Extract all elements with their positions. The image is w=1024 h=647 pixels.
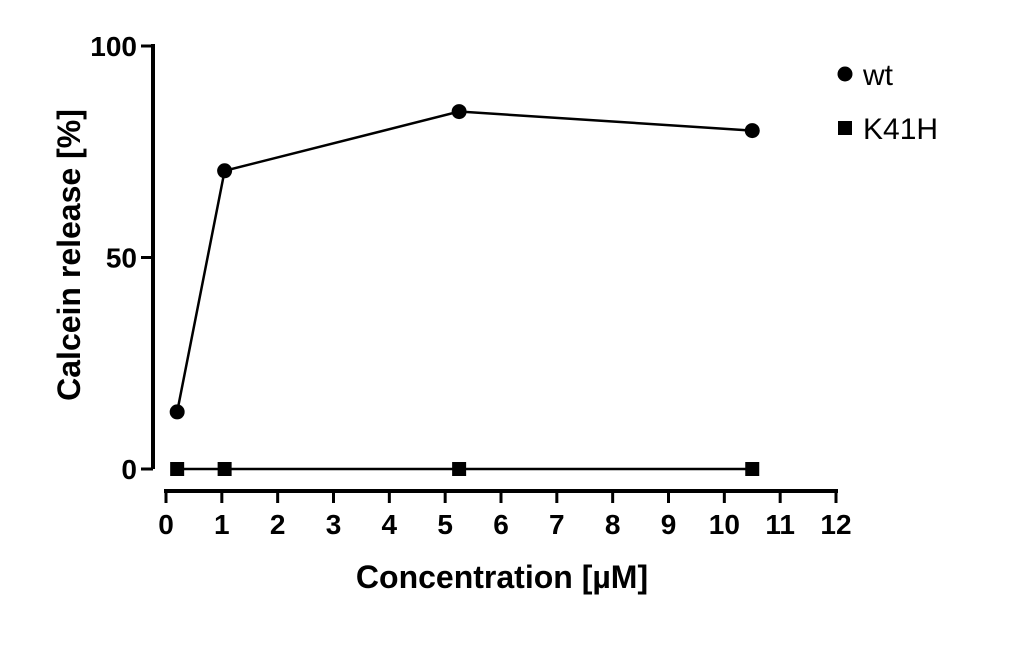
x-tick-label: 1 [214, 509, 230, 540]
data-point-wt [451, 104, 467, 120]
legend-label-k41h: K41H [863, 113, 938, 146]
data-point-k41h [217, 462, 232, 476]
legend: wt K41H [837, 59, 938, 146]
data-point-k41h [452, 462, 467, 476]
data-point-wt [169, 404, 185, 420]
series-line-wt [175, 110, 753, 413]
x-tick-label: 9 [661, 509, 677, 540]
x-tick-label: 5 [437, 509, 453, 540]
x-tick-label: 6 [493, 509, 509, 540]
data-point-k41h [170, 462, 185, 476]
y-tick-label: 100 [90, 31, 137, 62]
legend-marker-k41h [838, 121, 852, 135]
y-axis-title: Calcein release [%] [51, 109, 87, 401]
x-tick-label: 4 [382, 509, 398, 540]
x-tick-label: 3 [326, 509, 342, 540]
x-tick-label: 10 [709, 509, 740, 540]
x-tick-label: 2 [270, 509, 286, 540]
x-tick-label: 7 [549, 509, 565, 540]
x-axis-title: Concentration [µM] [356, 559, 648, 595]
y-tick-label: 0 [121, 454, 137, 485]
y-tick-label: 50 [106, 243, 137, 274]
data-point-wt [744, 123, 760, 139]
legend-label-wt: wt [862, 59, 894, 92]
x-tick-label: 11 [765, 509, 795, 540]
data-point-k41h [745, 462, 760, 476]
data-point-wt [217, 163, 233, 179]
x-tick-label: 0 [158, 509, 174, 540]
x-tick-label: 8 [605, 509, 621, 540]
x-tick-label: 12 [820, 509, 851, 540]
legend-marker-wt [837, 66, 853, 82]
